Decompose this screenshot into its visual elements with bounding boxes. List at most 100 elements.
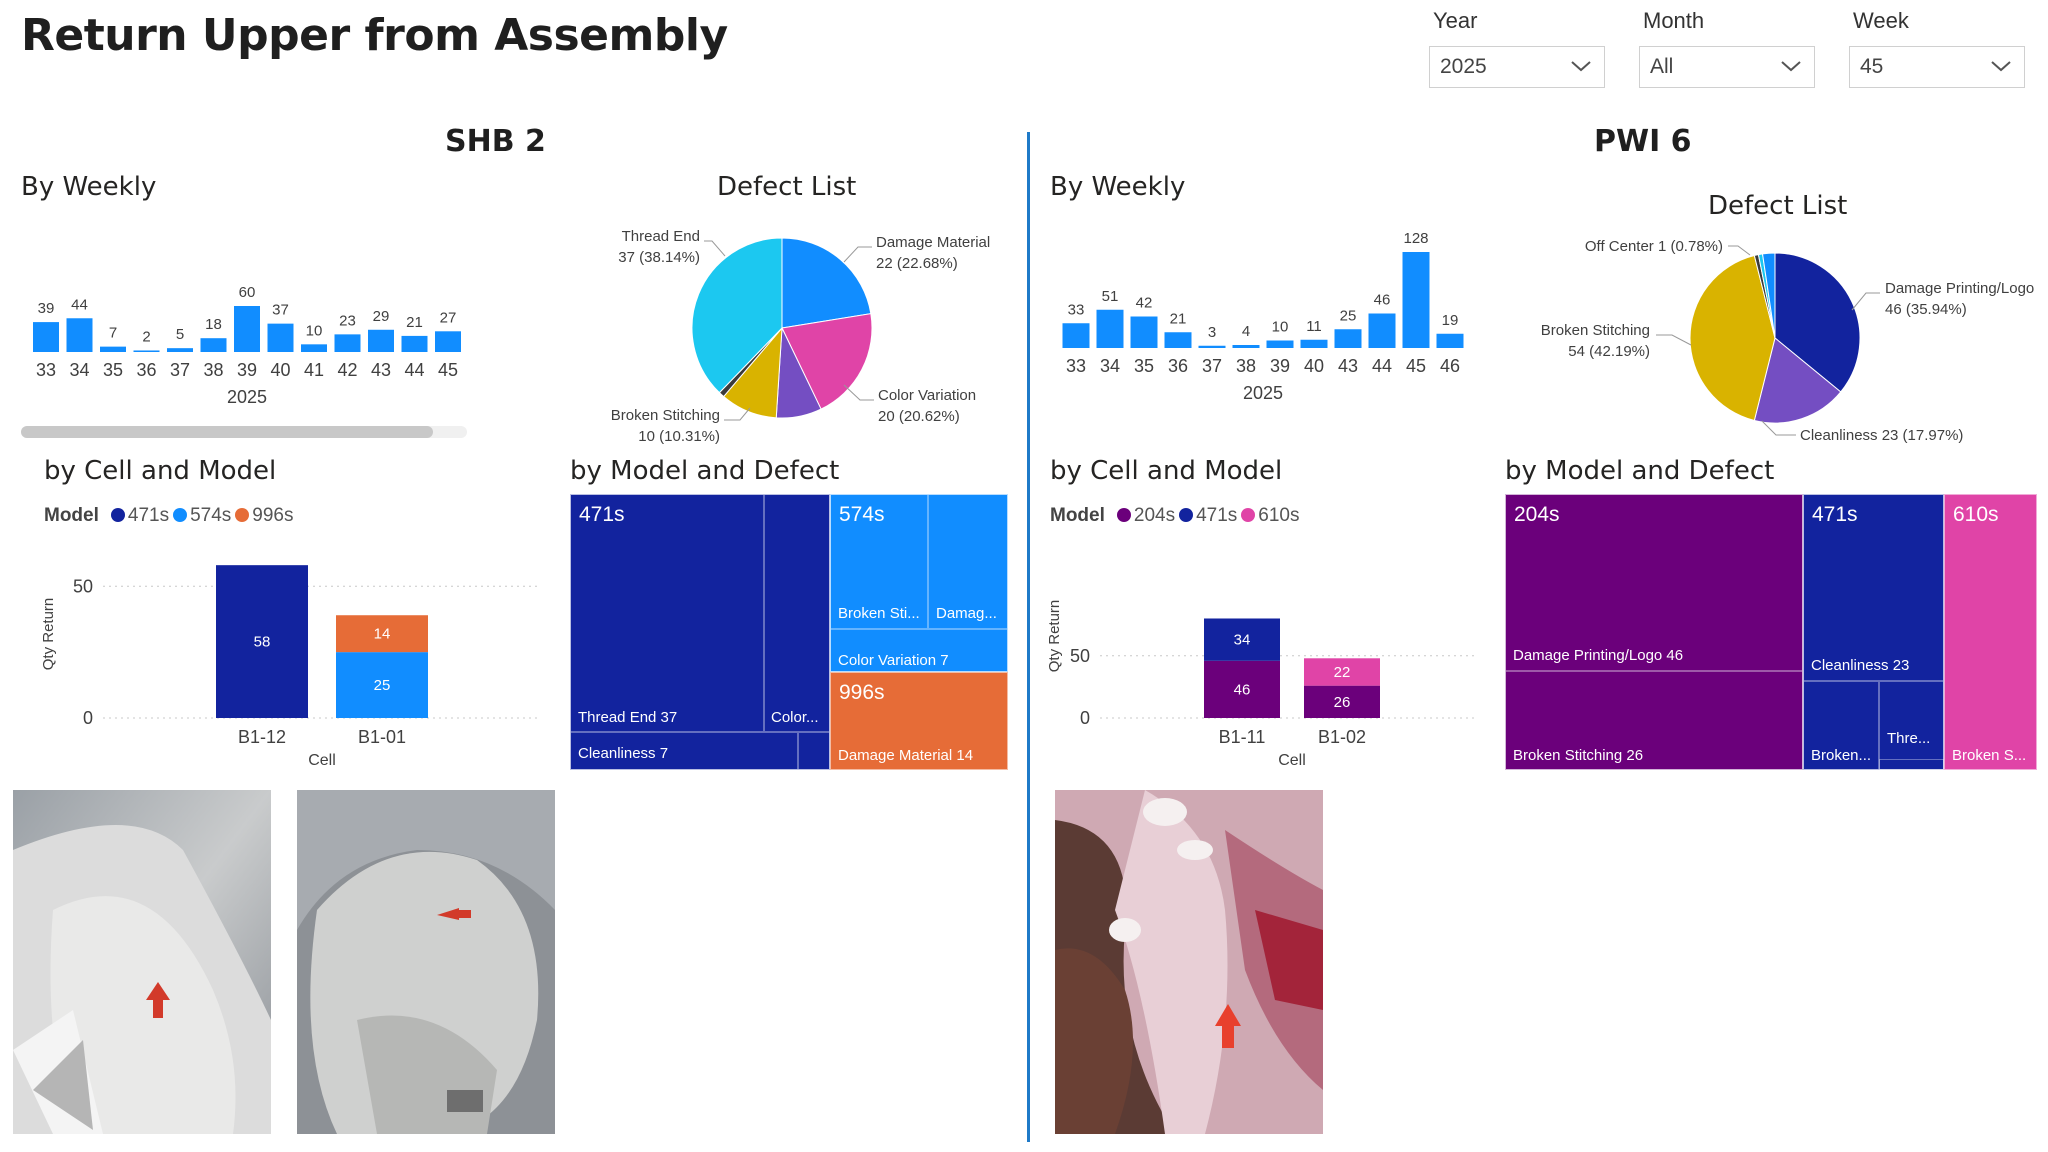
- pie-label: Broken Stitching: [1541, 322, 1650, 339]
- shoe-photo-1: [13, 790, 271, 1134]
- treemap-cell-label: Damage Printing/Logo 46: [1513, 647, 1684, 664]
- pie-leader-line: [724, 407, 751, 421]
- treemap-cell-damage[interactable]: Damag...: [928, 494, 1008, 629]
- treemap-cell-label: Broken Stitching 26: [1513, 747, 1644, 764]
- year-slicer-label: Year: [1433, 8, 1478, 33]
- scrollbar-thumb[interactable]: [21, 426, 433, 438]
- x-tick-label: 35: [1134, 356, 1154, 376]
- defect-pie-chart-pwi6[interactable]: Damage Printing/Logo 46 (35.94%) Broken St…: [1520, 228, 2048, 458]
- weekly-bar-chart-pwi6[interactable]: 33 33 51 34 42 35 21 36 3 37 4 38 10 39 11 40 25 43 46 44 12…: [1050, 222, 1510, 410]
- weekly-bar: [401, 335, 428, 352]
- bar-data-label: 3: [1208, 324, 1216, 341]
- treemap-cell-damage-printing[interactable]: Damage Printing/Logo 46: [1505, 494, 1803, 671]
- x-tick-label: 37: [1202, 356, 1222, 376]
- x-axis-label: 2025: [227, 387, 267, 407]
- bar-data-label: 58: [254, 634, 271, 651]
- month-slicer[interactable]: All: [1639, 46, 1815, 88]
- pie-value-label: 54 (42.19%): [1568, 343, 1650, 360]
- cell-model-chart-shb2[interactable]: 50 0 58 B1-12 25 14 B1-01 Cell Qty Return: [35, 548, 545, 778]
- pie-label: Damage Material: [876, 234, 990, 251]
- weekly-bar: [1266, 340, 1294, 348]
- weekly-bar: [1062, 323, 1090, 348]
- stacked-bar-segment: [216, 565, 308, 718]
- weekly-bar: [368, 329, 394, 352]
- x-tick-label: 39: [1270, 356, 1290, 376]
- x-tick-label: 33: [1066, 356, 1086, 376]
- treemap-group-204s[interactable]: 204s: [1505, 494, 1803, 770]
- bar-data-label: 18: [205, 316, 222, 333]
- treemap-pwi6[interactable]: 204s Damage Printing/Logo 46 Broken Stit…: [1505, 494, 2037, 770]
- treemap-group-471s[interactable]: 471s: [1803, 494, 1944, 770]
- treemap-cell-thread[interactable]: Thre...: [1879, 681, 1944, 770]
- legend-item: 996s: [252, 505, 294, 526]
- bar-data-label: 128: [1403, 230, 1428, 247]
- pie-value-label: Cleanliness 23 (17.97%): [1800, 427, 1963, 444]
- weekly-bar: [1198, 345, 1226, 348]
- cell-model-chart-pwi6[interactable]: 50 0 46 34 B1-11 26 22 B1-02 Cell Qty Return: [1042, 540, 1492, 778]
- bar-data-label: 39: [38, 300, 55, 317]
- y-tick-label: 0: [1080, 708, 1090, 728]
- treemap-group-996s[interactable]: 996s Damage Material 14: [830, 672, 1008, 770]
- bar-data-label: 25: [374, 677, 391, 694]
- bar-data-label: 21: [406, 314, 423, 331]
- y-tick-label: 50: [73, 576, 93, 596]
- treemap-cell-small[interactable]: [798, 732, 830, 770]
- treemap-group-574s[interactable]: 574s: [830, 494, 1008, 672]
- treemap-cell-color[interactable]: Color...: [764, 494, 830, 732]
- weekly-bar: [267, 323, 294, 352]
- weekly-bar: [1436, 333, 1464, 348]
- legend-dot: [1116, 508, 1131, 522]
- weekly-chart-title-pwi6: By Weekly: [1050, 172, 1186, 202]
- bar-data-label: 34: [1234, 632, 1251, 649]
- treemap-cell-label: Thre...: [1887, 730, 1931, 747]
- weekly-bar-chart-shb2[interactable]: 39 33 44 34 7 35 2 36 5 37 18 38 60 39 37 40 10 41 23 42 29 4…: [21, 270, 471, 410]
- bar-data-label: 10: [306, 322, 323, 339]
- chevron-down-icon: [1991, 61, 2011, 72]
- treemap-cell-label: Thread End 37: [578, 709, 678, 726]
- year-slicer[interactable]: 2025: [1429, 46, 1605, 88]
- cell-model-title-pwi6: by Cell and Model: [1050, 456, 1283, 486]
- pie-leader-line: [1851, 292, 1880, 311]
- treemap-cell-broken[interactable]: Broken...: [1803, 681, 1879, 770]
- treemap-cell-label: Color...: [771, 709, 819, 726]
- treemap-shb2[interactable]: 471s Thread End 37 Color... Cleanliness …: [570, 494, 1008, 770]
- bar-data-label: 25: [1340, 307, 1357, 324]
- treemap-cell-broken-stitching[interactable]: Broken Stitching 26: [1505, 671, 1803, 770]
- treemap-group-label: 610s: [1953, 503, 1999, 526]
- treemap-cell-small[interactable]: [1879, 759, 1944, 770]
- legend-shb2: Model 471s 574s 996s: [44, 505, 294, 527]
- horizontal-scrollbar[interactable]: [21, 426, 467, 438]
- bar-data-label: 7: [109, 325, 117, 342]
- y-axis-label: Qty Return: [40, 598, 57, 671]
- x-tick-label: 36: [1168, 356, 1188, 376]
- treemap-cell-cleanliness[interactable]: Cleanliness 23: [1803, 494, 1944, 681]
- treemap-cell-color-variation[interactable]: Color Variation 7: [830, 629, 1008, 672]
- treemap-group-471s[interactable]: 471s: [570, 494, 830, 770]
- x-axis-label: 2025: [1243, 383, 1283, 403]
- bar-data-label: 37: [272, 302, 289, 319]
- treemap-cell-label: Damage Material 14: [838, 747, 974, 764]
- bar-data-label: 60: [239, 284, 256, 301]
- y-tick-label: 0: [83, 708, 93, 728]
- bar-data-label: 22: [1334, 664, 1351, 681]
- treemap-cell-broken-stitching[interactable]: Broken Sti...: [830, 494, 928, 629]
- pie-leader-line: [843, 246, 872, 263]
- week-slicer-value: 45: [1860, 55, 1884, 78]
- pie-leader-line: [1728, 245, 1751, 256]
- week-slicer[interactable]: 45: [1849, 46, 2025, 88]
- section-title-pwi6: PWI 6: [1594, 124, 1692, 159]
- legend-pwi6: Model 204s 471s 610s: [1050, 505, 1300, 527]
- weekly-bar: [200, 338, 227, 352]
- bar-data-label: 44: [71, 296, 88, 313]
- x-tick-label: 34: [69, 360, 89, 380]
- legend-item: 471s: [127, 505, 170, 526]
- treemap-group-610s[interactable]: 610s Broken S...: [1944, 494, 2037, 770]
- bar-data-label: 46: [1374, 292, 1391, 309]
- defect-pie-chart-shb2[interactable]: Damage Material 22 (22.68%) Color Variatio…: [560, 215, 1030, 455]
- weekly-bar: [334, 334, 361, 352]
- treemap-cell-cleanliness[interactable]: Cleanliness 7: [570, 732, 798, 770]
- bar-data-label: 33: [1068, 301, 1085, 318]
- pie-leader-line: [704, 240, 726, 257]
- treemap-cell-thread-end[interactable]: Thread End 37: [570, 494, 764, 732]
- x-tick-label: 44: [404, 360, 424, 380]
